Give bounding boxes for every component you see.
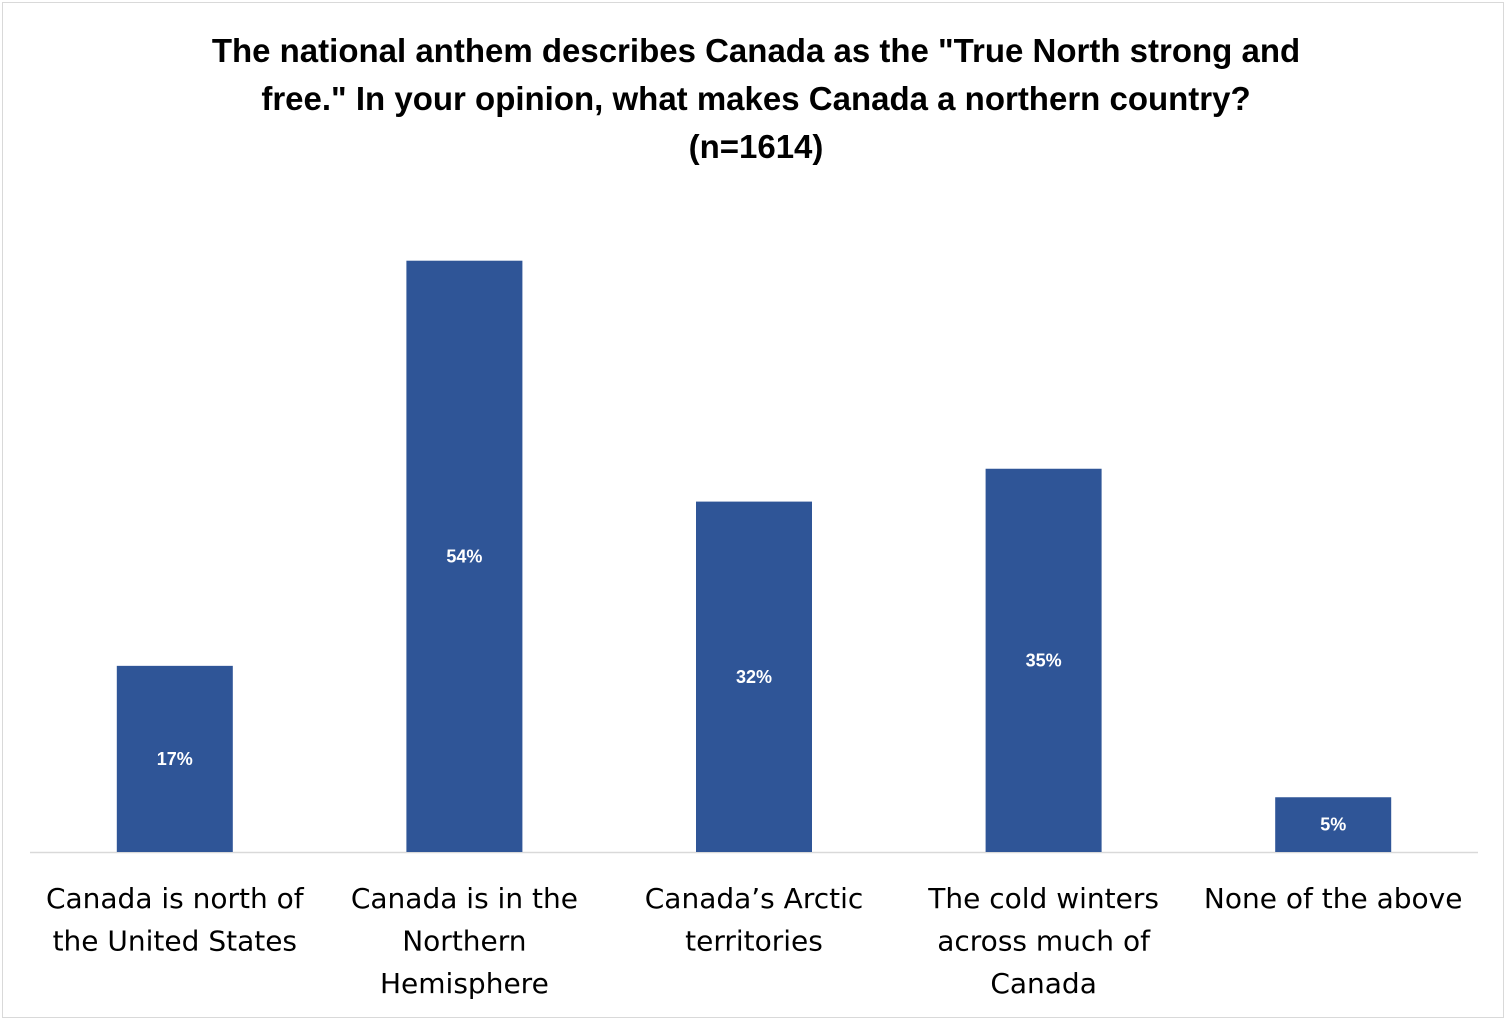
category-label-2: Canada’s Arctic territories xyxy=(645,882,864,958)
data-label-3: 35% xyxy=(1026,650,1062,670)
chart-title-line-2: free." In your opinion, what makes Canad… xyxy=(261,80,1251,117)
chart-title-line-1: The national anthem describes Canada as … xyxy=(211,32,1301,69)
bar-1 xyxy=(406,260,523,852)
bar-0 xyxy=(116,665,233,852)
category-label-3: The cold winters across much of Canada xyxy=(927,882,1159,1000)
bar-4 xyxy=(1275,797,1392,852)
data-label-4: 5% xyxy=(1320,815,1346,835)
bar-3 xyxy=(985,468,1102,852)
chart-title-line-3: (n=1614) xyxy=(688,128,824,165)
data-label-0: 17% xyxy=(157,749,193,769)
category-label-1: Canada is in the Northern Hemisphere xyxy=(351,882,578,1000)
bar-2 xyxy=(696,501,812,852)
data-label-2: 32% xyxy=(736,667,772,687)
data-label-1: 54% xyxy=(446,546,482,566)
category-label-0: Canada is north of the United States xyxy=(46,882,305,958)
category-label-4: None of the above xyxy=(1204,882,1463,915)
chart-title: The national anthem describes Canada as … xyxy=(153,27,1359,171)
